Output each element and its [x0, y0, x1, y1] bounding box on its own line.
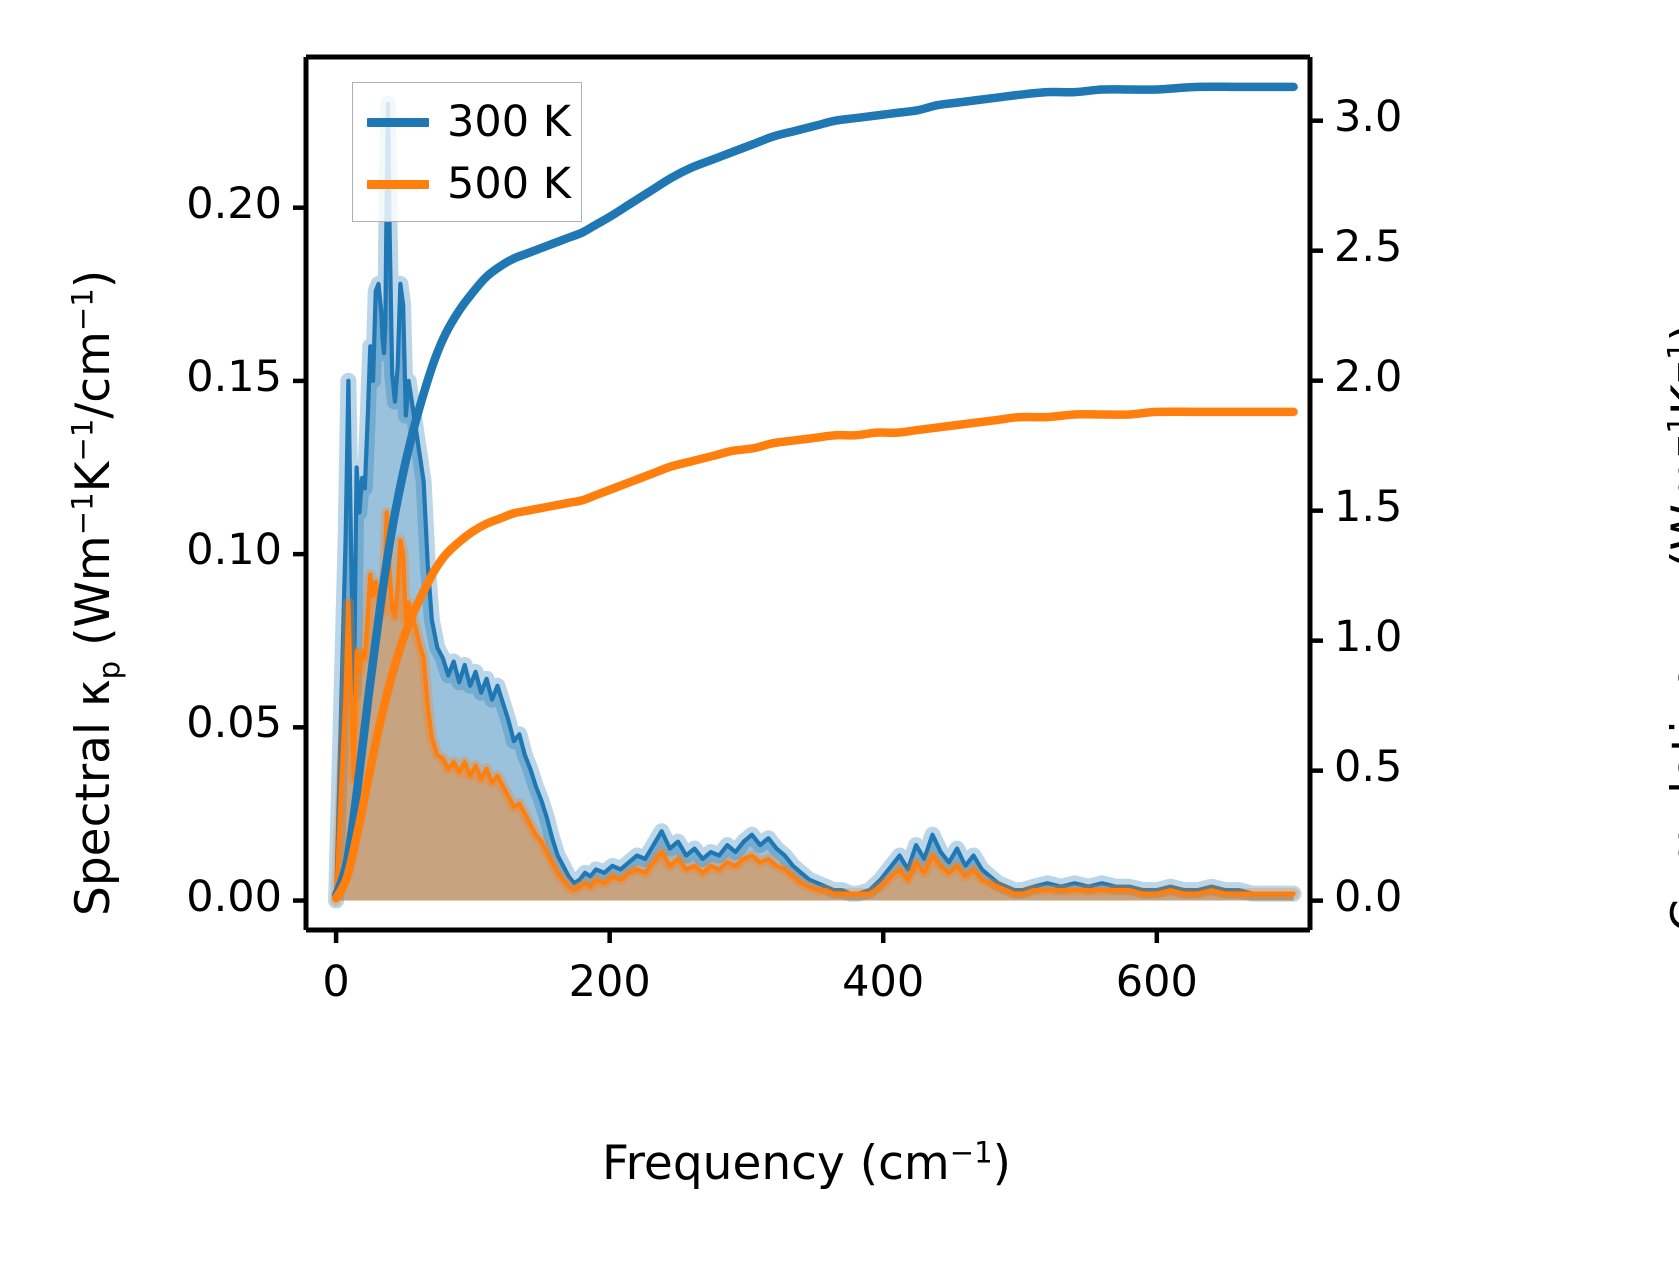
legend-entry-300k[interactable]: 300 K [353, 91, 581, 153]
x-title-post: ) [992, 1136, 1011, 1191]
x-title-exp: −1 [949, 1135, 993, 1170]
x-title-pre: Frequency (cm [602, 1136, 950, 1191]
y-left-tick-label: 0.15 [186, 351, 282, 402]
y-right-tick-label: 3.0 [1334, 91, 1403, 142]
y-left-title-exp3: −1 [65, 288, 100, 332]
y-right-tick-label: 1.5 [1334, 481, 1403, 532]
y-left-title-sub: p [92, 660, 127, 680]
x-axis-title: Frequency (cm−1) [0, 1136, 1646, 1191]
legend-swatch-500k [367, 179, 429, 189]
y-left-title-post: ) [66, 269, 121, 289]
legend-label-500k: 500 K [447, 158, 571, 209]
y-right-tick-label: 1.0 [1334, 611, 1403, 662]
y-left-title-mid: (Wm [66, 535, 121, 661]
x-tick-label: 600 [1115, 957, 1198, 1007]
legend-label-300k: 300 K [447, 96, 571, 147]
y-right-tick-label: 2.0 [1334, 351, 1403, 402]
legend-swatch-300k [367, 117, 429, 127]
y-left-tick-label: 0.05 [186, 698, 282, 749]
x-tick-label: 200 [568, 957, 651, 1007]
y-left-tick-label: 0.10 [186, 525, 282, 576]
y-left-title-exp2: −1 [65, 418, 100, 462]
legend-entry-500k[interactable]: 500 K [353, 153, 581, 215]
y-right-tick-label: 0.5 [1334, 741, 1403, 792]
y-right-title-pre: Cumulative κ [1662, 621, 1679, 932]
x-tick-label: 0 [322, 957, 350, 1007]
y-left-tick-label: 0.20 [186, 178, 282, 229]
y-right-title-mid: (Wm [1662, 458, 1679, 569]
y-right-tick-label: 0.0 [1334, 871, 1403, 922]
y-left-title-exp1: −1 [65, 492, 100, 536]
x-tick-label: 400 [842, 957, 925, 1007]
y-axis-left-title: Spectral κp (Wm−1K−1/cm−1) [65, 269, 126, 916]
y-left-title-mid2: K [66, 461, 121, 493]
y-right-tick-label: 2.5 [1334, 221, 1403, 272]
y-axis-right-title: Cumulative κlat (Wm−1K−1) [1661, 323, 1679, 932]
y-left-tick-label: 0.00 [186, 871, 282, 922]
y-right-title-post: ) [1662, 323, 1679, 341]
y-left-title-pre: Spectral κ [66, 679, 121, 916]
y-right-title-mid2: K [1662, 384, 1679, 415]
chart-legend[interactable]: 300 K 500 K [352, 82, 582, 222]
y-right-title-exp1: −1 [1661, 415, 1679, 459]
y-left-title-mid3: /cm [66, 331, 121, 419]
y-right-title-exp2: −1 [1661, 341, 1679, 385]
